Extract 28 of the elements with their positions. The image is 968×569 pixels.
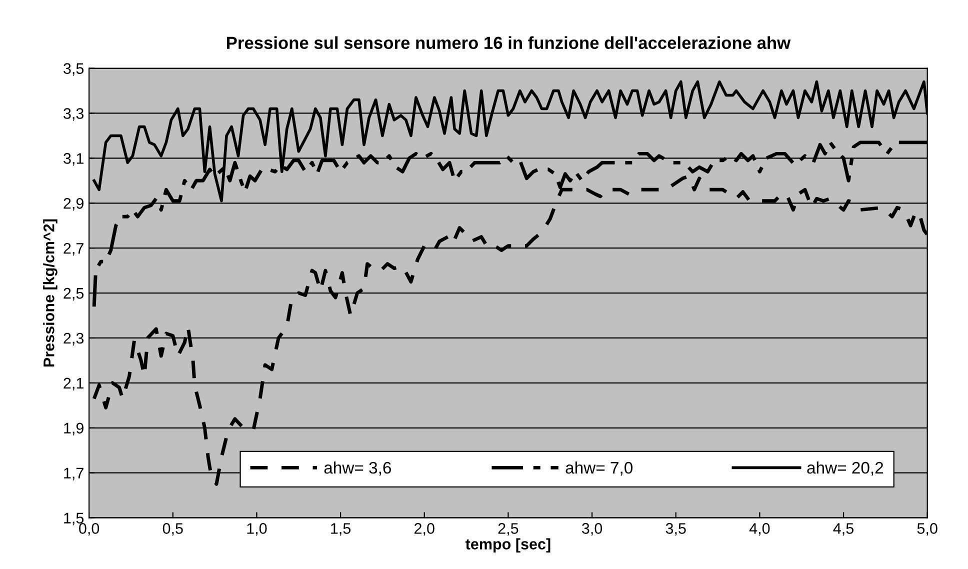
y-tick-label: 2,7 [64, 242, 84, 256]
y-tick-label: 2,5 [64, 288, 84, 301]
y-tick-label: 2,3 [64, 332, 84, 346]
y-tick-label: 1,9 [64, 422, 84, 436]
x-tick-label: 3,0 [582, 523, 602, 536]
y-tick-label: 2,1 [64, 378, 84, 390]
x-tick-label: 0,5 [162, 523, 183, 536]
x-tick-label: 2,0 [414, 523, 434, 536]
y-tick-label: 1,5 [64, 512, 84, 526]
legend-label: ahw= 7,0 [566, 461, 633, 476]
y-tick-label: 1,7 [64, 468, 84, 480]
x-tick-label: 4,5 [833, 523, 854, 536]
x-tick-label: 2,5 [498, 523, 518, 536]
y-tick-label: 3,3 [64, 108, 84, 121]
y-tick-label: 3,5 [64, 63, 84, 76]
legend-label: ahw= 20,2 [807, 461, 884, 476]
y-axis-title: Pressione [kg/cm^2] [43, 219, 58, 367]
x-tick-label: 3,5 [666, 523, 686, 536]
x-tick-label: 4,0 [749, 523, 770, 536]
legend-label: ahw= 3,6 [324, 461, 391, 476]
x-tick-label: 1,0 [247, 523, 267, 536]
x-tick-label: 5,0 [917, 523, 938, 536]
y-tick-label: 3,1 [64, 153, 84, 166]
x-tick-label: 1,5 [331, 523, 351, 536]
chart-title: Pressione sul sensore numero 16 in funzione dell'accelerazione ahw [227, 36, 791, 50]
y-tick-label: 2,9 [64, 198, 84, 211]
x-axis-title: tempo [sec] [466, 538, 550, 553]
x-tick-label: 0,0 [79, 523, 100, 536]
